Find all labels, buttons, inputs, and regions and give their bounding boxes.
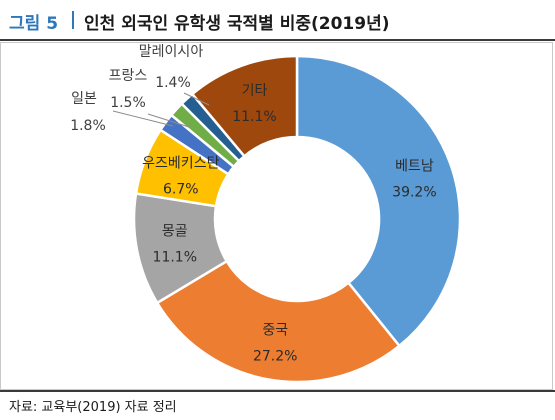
label-group: 베트남 39.2% 중국 27.2% 몽골 11.1% 우즈베키스탄 6.7% 일본 1.8% 프랑…: [70, 44, 436, 365]
slice-value-우즈베키스탄: 6.7%: [163, 181, 199, 197]
slice-label-말레이시아: 말레이시아: [139, 44, 204, 60]
slice-value-베트남: 39.2%: [392, 185, 436, 201]
leader-line-말레이시아: [183, 92, 210, 106]
slice-label-베트남: 베트남: [395, 159, 434, 175]
slice-중국: [155, 259, 402, 384]
slice-label-프랑스: 프랑스: [109, 68, 148, 84]
slice-label-일본: 일본: [71, 91, 97, 107]
slice-label-기타: 기타: [242, 83, 268, 99]
figure-title: 인천 외국인 유학생 국적별 비중(2019년): [84, 14, 390, 34]
slice-기타: [190, 54, 299, 158]
chart-frame: 베트남 39.2% 중국 27.2% 몽골 11.1% 우즈베키스탄 6.7% 일본 1.8% 프랑…: [0, 42, 553, 390]
leader-line-group: [112, 92, 210, 128]
slice-베트남: [295, 54, 462, 348]
figure-header: 그림 5 인천 외국인 유학생 국적별 비중(2019년): [0, 0, 555, 40]
slice-value-말레이시아: 1.4%: [155, 75, 191, 91]
slice-value-일본: 1.8%: [70, 118, 106, 134]
slice-value-중국: 27.2%: [253, 349, 297, 365]
leader-line-일본: [112, 110, 174, 127]
donut-chart: 베트남 39.2% 중국 27.2% 몽골 11.1% 우즈베키스탄 6.7% 일본 1.8% 프랑…: [70, 44, 462, 384]
slice-label-우즈베키스탄: 우즈베키스탄: [142, 155, 219, 171]
source-note: 자료: 교육부(2019) 자료 정리: [9, 400, 177, 415]
slice-value-몽골: 11.1%: [153, 250, 197, 266]
figure-label: 그림 5: [9, 14, 59, 34]
title-separator: [72, 11, 74, 29]
slice-label-중국: 중국: [262, 323, 288, 339]
slice-value-프랑스: 1.5%: [110, 95, 146, 111]
slice-group: [132, 54, 462, 384]
slice-value-기타: 11.1%: [232, 109, 276, 125]
bottom-rule: [0, 390, 555, 392]
top-rule: [0, 39, 555, 41]
slice-label-몽골: 몽골: [162, 224, 188, 240]
leader-line-프랑스: [147, 113, 190, 128]
